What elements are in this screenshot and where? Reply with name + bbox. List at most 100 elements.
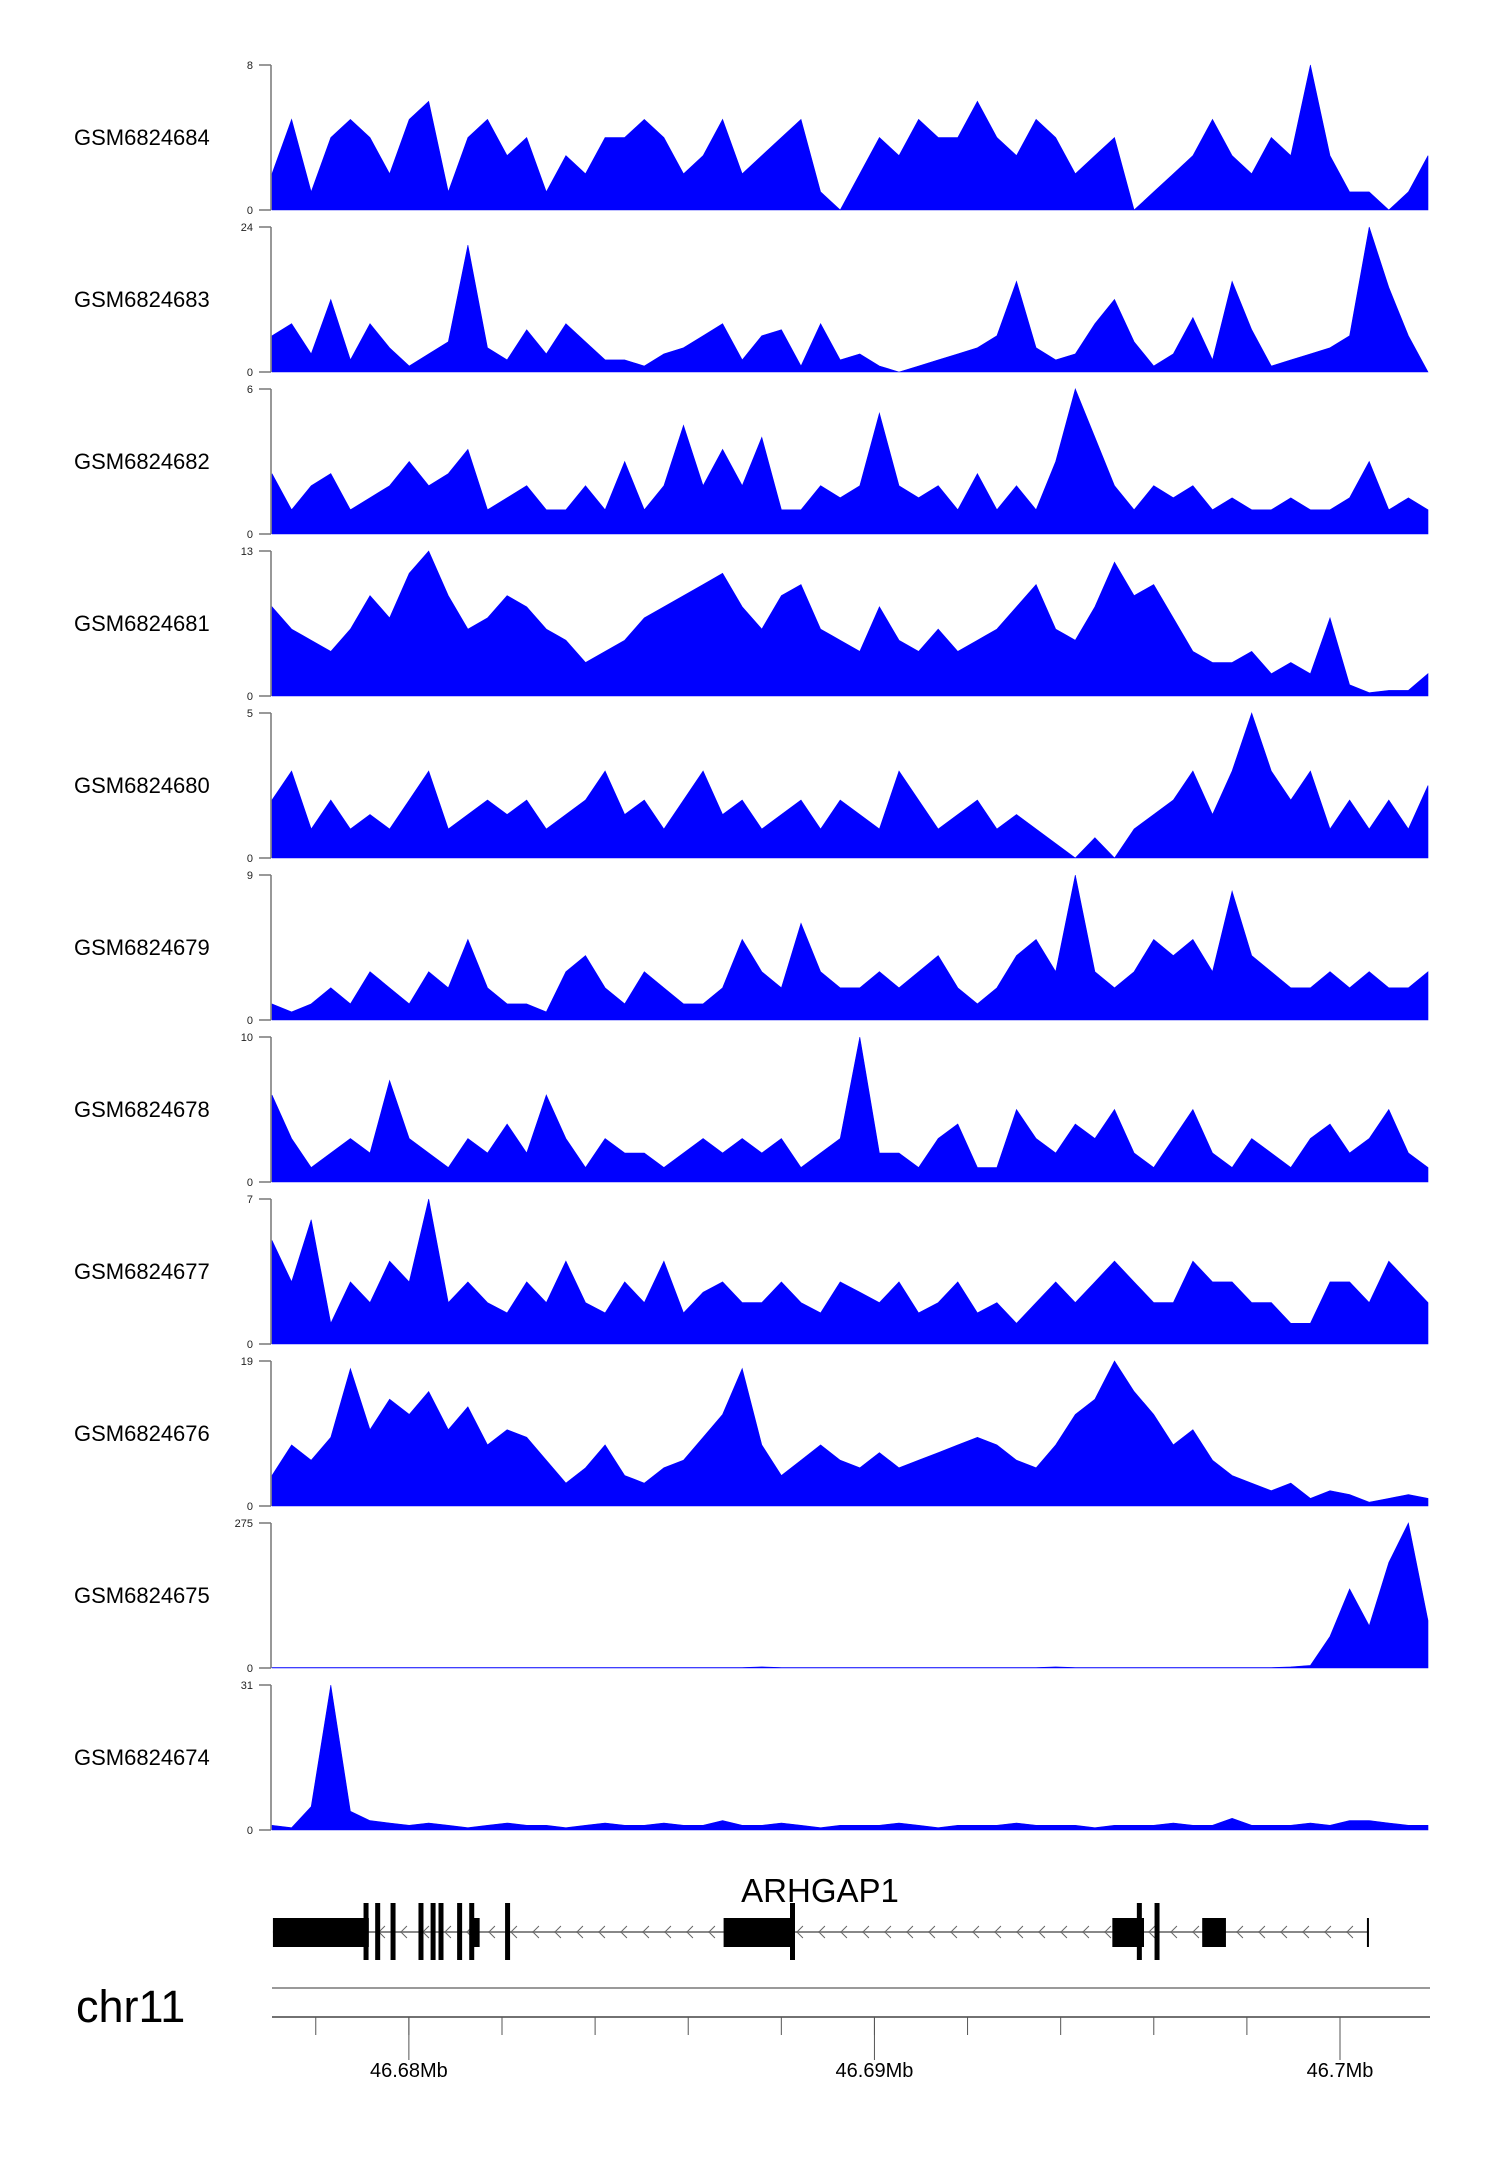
signal-area [271,1360,1429,1507]
strand-arrow-icon [1060,1925,1068,1939]
strand-arrow-icon [884,1925,892,1939]
strand-arrow-icon [1104,1925,1112,1939]
y-tick-label: 10 [241,1032,253,1044]
y-tick-label: 0 [247,1825,253,1837]
track-label: GSM6824677 [74,1259,210,1284]
signal-area [271,1522,1429,1669]
strand-arrow-icon [1038,1925,1046,1939]
exon-block [469,1918,480,1947]
strand-arrow-icon [708,1925,716,1939]
strand-arrow-icon [1302,1925,1310,1939]
y-tick-label: 19 [241,1356,253,1368]
y-tick-label: 9 [247,870,253,882]
signal-area [271,1036,1429,1183]
strand-arrow-icon [598,1925,606,1939]
strand-arrow-icon [972,1925,980,1939]
y-tick-label: 8 [247,60,253,72]
y-tick-label: 0 [247,529,253,541]
signal-area [271,64,1429,211]
exon-bar [1154,1903,1160,1960]
y-tick-label: 0 [247,367,253,379]
strand-arrow-icon [400,1925,408,1939]
x-tick-label: 46.69Mb [836,2060,914,2082]
track-label: GSM6824679 [74,935,210,960]
strand-arrow-icon [1016,1925,1024,1939]
y-tick-label: 24 [241,222,253,234]
track-label: GSM6824676 [74,1421,210,1446]
exon-block [723,1918,793,1947]
exon-bar [390,1903,396,1960]
strand-arrow-icon [818,1925,826,1939]
exon-bar [438,1903,444,1960]
y-tick-label: 0 [247,691,253,703]
exon-bar [457,1903,463,1960]
signal-area [271,388,1429,535]
strand-arrow-icon [1082,1925,1090,1939]
exon-bar [469,1903,475,1960]
strand-arrow-icon [444,1925,452,1939]
y-tick-label: 5 [247,708,253,720]
strand-arrow-icon [686,1925,694,1939]
strand-arrow-icon [488,1925,496,1939]
strand-arrow-icon [928,1925,936,1939]
y-tick-label: 0 [247,1339,253,1351]
signal-area [271,226,1429,373]
exon-bar [430,1903,436,1960]
strand-arrow-icon [620,1925,628,1939]
strand-arrow-icon [906,1925,914,1939]
exon-bar [363,1903,369,1960]
exon-bar [418,1903,424,1960]
y-tick-label: 275 [235,1518,253,1530]
signal-area [271,1198,1429,1345]
strand-arrow-icon [532,1925,540,1939]
track-label: GSM6824684 [74,125,210,150]
strand-arrow-icon [1324,1925,1332,1939]
track-label: GSM6824680 [74,773,210,798]
y-tick-label: 0 [247,853,253,865]
strand-arrow-icon [664,1925,672,1939]
x-tick-label: 46.68Mb [370,2060,448,2082]
y-tick-label: 0 [247,1177,253,1189]
track-label: GSM6824678 [74,1097,210,1122]
exon-bar [1366,1918,1369,1947]
exon-bar [790,1903,796,1960]
y-tick-label: 0 [247,205,253,217]
signal-area [271,550,1429,697]
y-tick-label: 31 [241,1680,253,1692]
track-label: GSM6824682 [74,449,210,474]
y-tick-label: 13 [241,546,253,558]
exon-bar [1136,1903,1142,1960]
exon-block [1202,1918,1226,1947]
y-tick-label: 0 [247,1663,253,1675]
strand-arrow-icon [950,1925,958,1939]
strand-arrow-icon [1236,1925,1244,1939]
strand-arrow-icon [642,1925,650,1939]
strand-arrow-icon [994,1925,1002,1939]
gene-label: ARHGAP1 [741,1872,899,1909]
strand-arrow-icon [796,1925,804,1939]
strand-arrow-icon [840,1925,848,1939]
strand-arrow-icon [1280,1925,1288,1939]
y-tick-label: 0 [247,1501,253,1513]
signal-area [271,712,1429,859]
strand-arrow-icon [510,1925,518,1939]
track-label: GSM6824683 [74,287,210,312]
x-tick-label: 46.7Mb [1307,2060,1374,2082]
track-label: GSM6824674 [74,1745,210,1770]
strand-arrow-icon [554,1925,562,1939]
signal-area [271,1684,1429,1831]
exon-block [272,1918,369,1947]
strand-arrow-icon [1170,1925,1178,1939]
strand-arrow-icon [1148,1925,1156,1939]
strand-arrow-icon [1346,1925,1354,1939]
track-label: GSM6824681 [74,611,210,636]
strand-arrow-icon [1192,1925,1200,1939]
signal-area [271,874,1429,1021]
strand-arrow-icon [862,1925,870,1939]
exon-bar [505,1903,511,1960]
exon-bar [375,1903,381,1960]
strand-arrow-icon [576,1925,584,1939]
strand-arrow-icon [1258,1925,1266,1939]
chromosome-label: chr11 [76,1981,185,2032]
